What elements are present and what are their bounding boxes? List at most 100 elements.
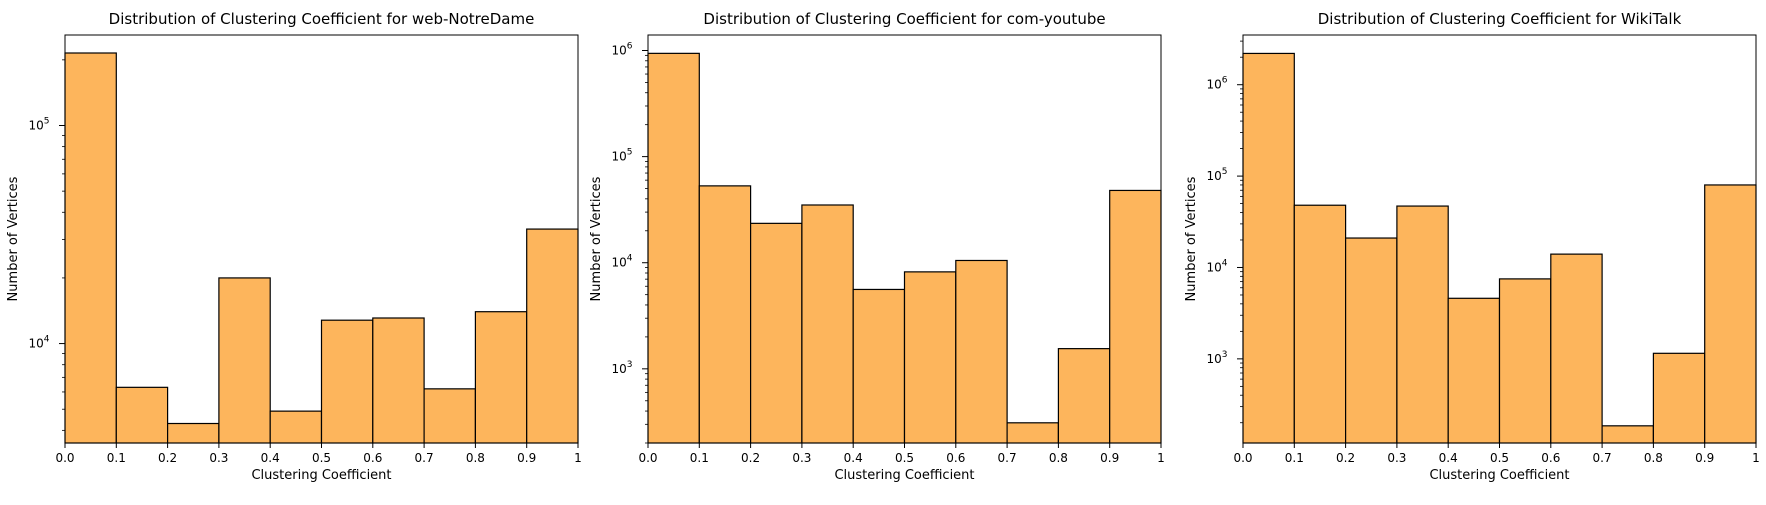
histogram-bar — [1293, 204, 1347, 444]
histogram-bar — [1006, 422, 1059, 444]
x-tick-label: 0.3 — [209, 451, 228, 465]
histogram-bar — [218, 277, 271, 444]
histogram-bar — [1652, 352, 1706, 444]
histogram-bar — [698, 185, 752, 444]
histogram-bar — [372, 317, 425, 444]
histogram-bar — [1344, 237, 1398, 444]
y-tick-exponent: 5 — [44, 116, 50, 126]
x-axis-label: Clustering Coefficient — [251, 468, 391, 483]
x-tick-label: 0.3 — [792, 451, 811, 465]
y-tick-exponent: 4 — [44, 335, 50, 345]
x-tick-label: 0.6 — [363, 451, 382, 465]
histogram-bar — [320, 319, 374, 444]
histogram-bar — [1601, 425, 1654, 444]
y-axis-label: Number of Vertices — [1184, 176, 1199, 301]
y-tick-exponent: 4 — [627, 254, 633, 264]
y-tick-label: 105 — [28, 116, 49, 132]
y-tick-base: 10 — [1206, 260, 1221, 274]
y-tick-label: 105 — [611, 148, 632, 164]
x-tick-label: 0.5 — [895, 451, 914, 465]
x-tick-label: 0.8 — [466, 451, 485, 465]
y-tick-base: 10 — [611, 44, 626, 58]
y-tick-exponent: 5 — [1222, 167, 1228, 177]
y-tick-exponent: 6 — [1222, 76, 1228, 86]
y-tick-exponent: 5 — [627, 148, 633, 158]
y-axis-label: Number of Vertices — [589, 176, 604, 301]
y-tick-label: 105 — [1206, 167, 1227, 183]
histogram-bar — [852, 288, 906, 444]
y-tick-label: 103 — [1206, 350, 1227, 366]
y-tick-exponent: 4 — [1222, 258, 1228, 268]
x-tick-label: 0.4 — [1439, 451, 1458, 465]
chart-title: Distribution of Clustering Coefficient f… — [109, 10, 535, 28]
histogram-bar — [1498, 278, 1552, 444]
y-tick-base: 10 — [28, 118, 43, 132]
chart-title: Distribution of Clustering Coefficient f… — [1318, 10, 1682, 28]
histogram-bar — [1242, 52, 1295, 444]
x-axis-label: Clustering Coefficient — [834, 468, 974, 483]
y-tick-base: 10 — [1206, 169, 1221, 183]
y-axis-label: Number of Vertices — [6, 176, 21, 301]
x-tick-label: 0.0 — [638, 451, 657, 465]
histogram-bar — [1396, 205, 1449, 444]
y-tick-label: 106 — [1206, 76, 1227, 92]
histogram-bar — [526, 228, 579, 444]
x-tick-label: 0.2 — [158, 451, 177, 465]
histogram-bar — [1057, 348, 1111, 444]
y-tick-label: 104 — [28, 335, 49, 351]
x-tick-label: 0.6 — [1541, 451, 1560, 465]
y-tick-base: 10 — [611, 256, 626, 270]
x-tick-label: 1 — [574, 451, 582, 465]
histogram-bar — [749, 222, 803, 444]
x-tick-label: 0.7 — [415, 451, 434, 465]
chart-panel-wikitalk: 0.0 0.1 0.2 0.3 0.4 0.5 0.6 0.7 0.8 0.9 1103104105… — [1184, 10, 1760, 483]
x-tick-label: 0.6 — [946, 451, 965, 465]
y-tick-base: 10 — [28, 337, 43, 351]
chart-panel-com-youtube: 0.0 0.1 0.2 0.3 0.4 0.5 0.6 0.7 0.8 0.9 1103104105… — [589, 10, 1165, 483]
y-tick-label: 103 — [611, 360, 632, 376]
x-tick-label: 0.5 — [1490, 451, 1509, 465]
histogram-bar — [1109, 189, 1162, 444]
chart-panel-web-notredame: 0.0 0.1 0.2 0.3 0.4 0.5 0.6 0.7 0.8 0.9 1104105Dis… — [6, 10, 582, 483]
x-tick-label: 0.4 — [844, 451, 863, 465]
y-tick-base: 10 — [1206, 352, 1221, 366]
x-tick-label: 0.4 — [261, 451, 280, 465]
y-tick-exponent: 6 — [627, 42, 633, 52]
x-tick-label: 0.9 — [517, 451, 536, 465]
histogram-bar — [903, 271, 957, 444]
x-tick-label: 0.9 — [1100, 451, 1119, 465]
x-tick-label: 0.2 — [1336, 451, 1355, 465]
histogram-bar — [115, 386, 169, 444]
y-tick-base: 10 — [611, 150, 626, 164]
y-tick-label: 104 — [611, 254, 632, 270]
x-tick-label: 0.2 — [741, 451, 760, 465]
x-axis-label: Clustering Coefficient — [1429, 468, 1569, 483]
histogram-bar — [167, 422, 220, 444]
x-tick-label: 0.0 — [55, 451, 74, 465]
x-tick-label: 0.0 — [1233, 451, 1252, 465]
histogram-bar — [647, 52, 700, 444]
y-tick-base: 10 — [1206, 78, 1221, 92]
x-tick-label: 0.1 — [107, 451, 126, 465]
x-tick-label: 0.7 — [1593, 451, 1612, 465]
x-tick-label: 0.8 — [1049, 451, 1068, 465]
x-tick-label: 0.9 — [1695, 451, 1714, 465]
x-tick-label: 0.1 — [690, 451, 709, 465]
x-tick-label: 1 — [1752, 451, 1760, 465]
histogram-bar — [955, 259, 1008, 444]
x-tick-label: 1 — [1157, 451, 1165, 465]
histogram-bar — [1704, 184, 1757, 444]
y-tick-exponent: 3 — [1222, 350, 1228, 360]
y-tick-label: 104 — [1206, 258, 1227, 274]
histogram-bar — [1447, 297, 1501, 444]
histogram-bar — [423, 388, 477, 444]
x-tick-label: 0.7 — [998, 451, 1017, 465]
histogram-bar — [269, 410, 323, 444]
x-tick-label: 0.3 — [1387, 451, 1406, 465]
histogram-bar — [474, 311, 528, 444]
x-tick-label: 0.1 — [1285, 451, 1304, 465]
histogram-bar — [801, 204, 854, 444]
x-tick-label: 0.8 — [1644, 451, 1663, 465]
